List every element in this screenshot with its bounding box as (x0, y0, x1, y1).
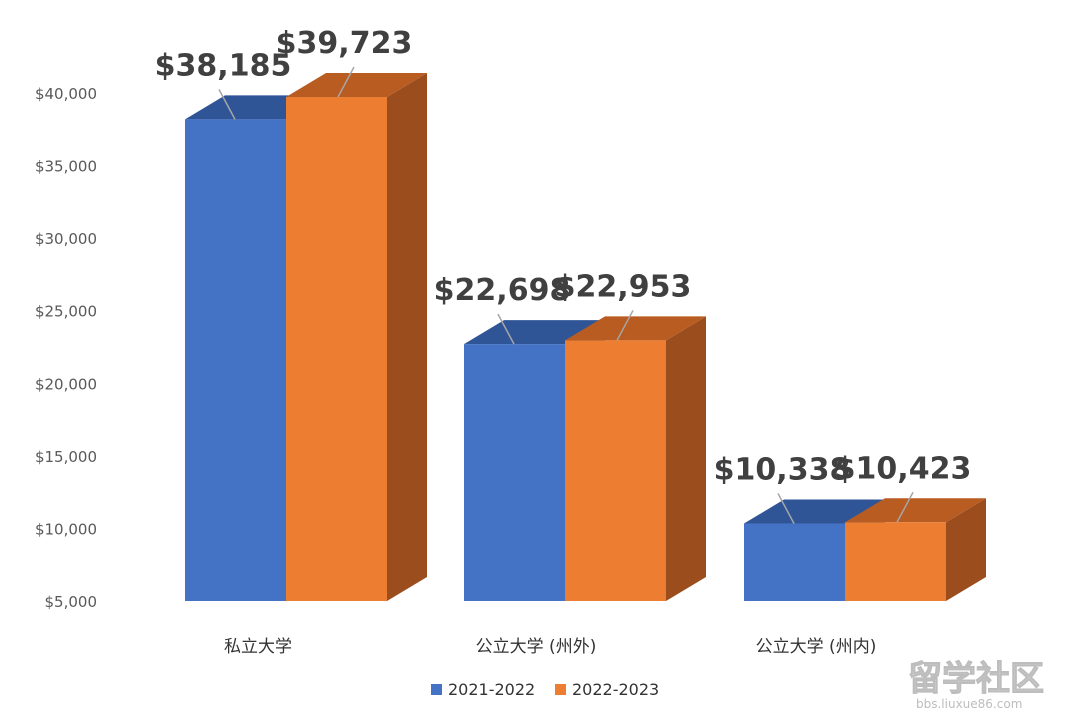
bar-front-face (845, 522, 946, 601)
data-label-2021-2022-0: $38,185 (155, 48, 292, 83)
legend-swatch-2021-2022 (431, 684, 442, 695)
leader-line (616, 310, 634, 341)
bars (185, 73, 986, 602)
y-tick-label: $40,000 (35, 85, 97, 103)
category-label-0: 私立大学 (224, 637, 292, 657)
category-label-2: 公立大学 (州内) (756, 637, 877, 657)
bar-side-face (666, 316, 706, 601)
data-label-2021-2022-2: $10,338 (714, 453, 851, 488)
bar-side-face (946, 498, 986, 601)
legend-label-2022-2023: 2022-2023 (572, 680, 659, 699)
bar-top-face (845, 498, 986, 523)
bar-top-face (565, 316, 706, 341)
bar-front-face (185, 119, 286, 601)
data-label-2022-2023-2: $10,423 (835, 451, 972, 486)
watermark-url: bbs.liuxue86.com (916, 697, 1022, 711)
leader-line (497, 313, 515, 345)
watermark-logo: 留学社区 bbs.liuxue86.com (908, 659, 1045, 712)
data-label-2022-2023-0: $39,723 (276, 26, 413, 61)
y-tick-label: $5,000 (45, 593, 98, 611)
leader-line (218, 88, 236, 120)
bar-side-face (387, 73, 427, 602)
leader-line (337, 66, 355, 98)
y-tick-label: $35,000 (35, 158, 97, 176)
legend-swatch-2022-2023 (555, 684, 566, 695)
bar-top-face (286, 73, 427, 98)
watermark-text: 留学社区 (908, 659, 1044, 699)
leader-line (896, 491, 914, 523)
leader-line (777, 493, 795, 524)
bar-2022-2023-2 (845, 498, 986, 601)
y-tick-label: $25,000 (35, 303, 97, 321)
category-labels: 私立大学 公立大学 (州外) 公立大学 (州内) (224, 637, 876, 657)
legend-label-2021-2022: 2021-2022 (448, 680, 535, 699)
bar-top-face (744, 499, 885, 524)
bar-front-face (286, 97, 387, 602)
category-label-1: 公立大学 (州外) (476, 637, 597, 657)
bar-2022-2023-1 (565, 316, 706, 601)
data-label-2022-2023-1: $22,953 (555, 269, 692, 304)
bar-2022-2023-0 (286, 73, 427, 602)
y-tick-label: $15,000 (35, 448, 97, 466)
y-axis: $5,000 $10,000 $15,000 $20,000 $25,000 $30,00… (35, 85, 97, 611)
data-labels: $38,185$39,723 $22,698$22,953 $10,338$10,4… (155, 26, 972, 524)
legend: 2021-2022 2022-2023 (431, 680, 659, 699)
y-tick-label: $30,000 (35, 230, 97, 248)
y-tick-label: $10,000 (35, 520, 97, 538)
y-tick-label: $20,000 (35, 375, 97, 393)
data-label-2021-2022-1: $22,698 (434, 273, 571, 308)
bar-front-face (744, 523, 845, 601)
bar-front-face (464, 344, 565, 601)
bar-front-face (565, 340, 666, 601)
